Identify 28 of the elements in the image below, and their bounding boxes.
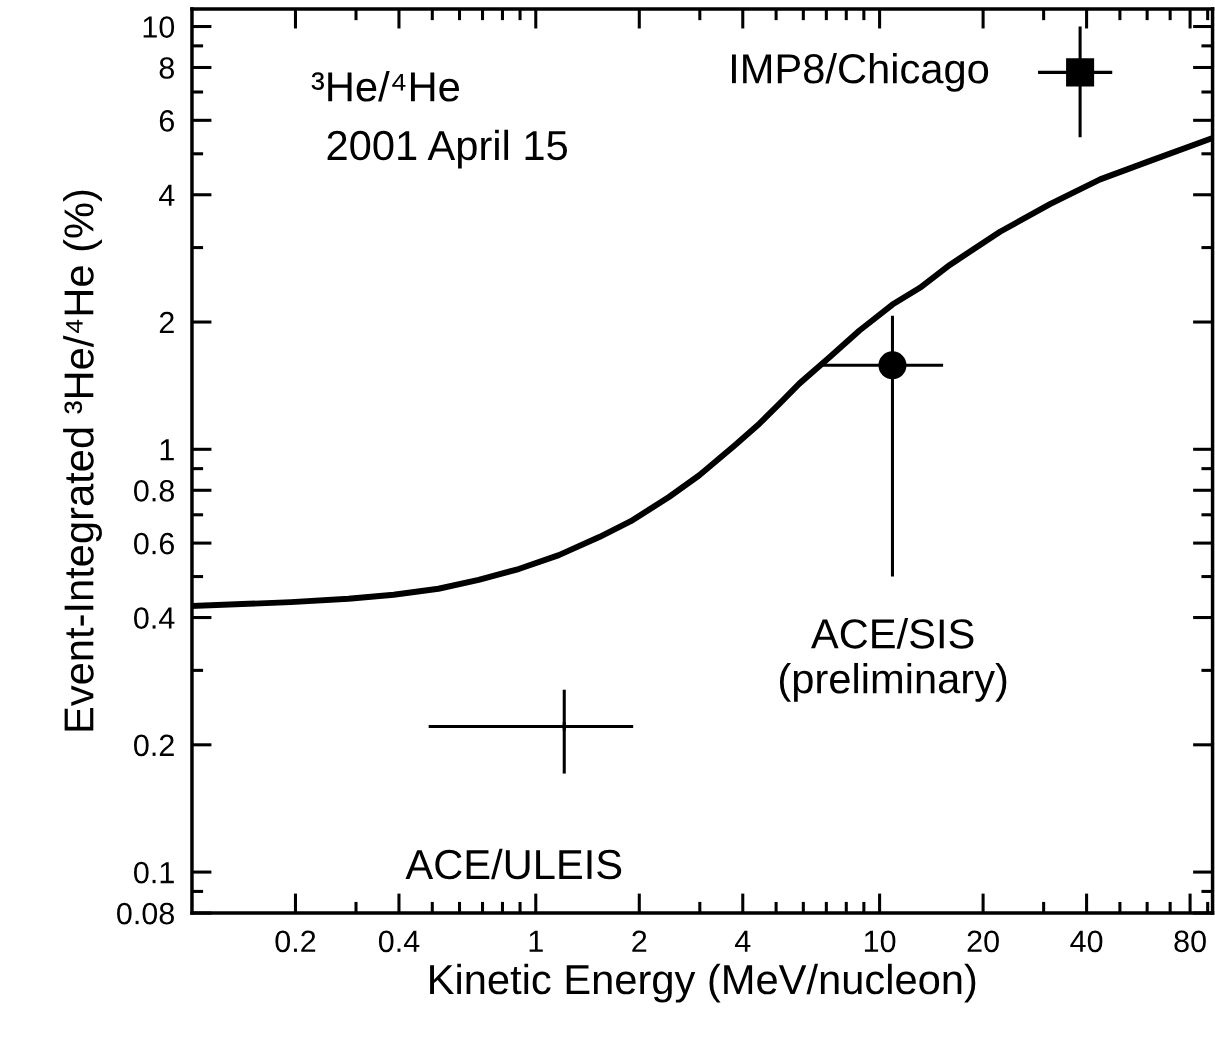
annotation: ACE/SIS (preliminary) bbox=[779, 618, 1007, 702]
y-tick-label: 8 bbox=[159, 57, 174, 79]
y-tick-label: 0.2 bbox=[134, 734, 174, 757]
annotation: ACE/ULEIS bbox=[405, 848, 622, 880]
y-tick-label: 4 bbox=[159, 184, 175, 206]
y-tick-label: 0.4 bbox=[134, 607, 175, 629]
x-axis-title: Kinetic Energy (MeV/nucleon) bbox=[430, 963, 976, 1003]
x-tick-label: 0.4 bbox=[378, 930, 420, 953]
y-tick-label: 0.1 bbox=[134, 861, 174, 884]
annotation: IMP8/Chicago bbox=[731, 52, 989, 92]
y-axis-title: Event-Integrated ³He/⁴He (%) bbox=[63, 190, 102, 731]
annotation: 2001 April 15 bbox=[327, 129, 568, 169]
y-tick-label: 6 bbox=[159, 110, 174, 132]
x-tick-label: 80 bbox=[1174, 930, 1206, 953]
y-tick-label: 1 bbox=[160, 439, 174, 461]
y-tick-label: 10 bbox=[143, 16, 175, 38]
x-tick-label: 2 bbox=[632, 930, 647, 952]
x-tick-label: 1 bbox=[529, 930, 543, 952]
x-tick-label: 10 bbox=[864, 930, 896, 953]
x-tick-label: 40 bbox=[1070, 930, 1103, 953]
y-tick-label: 2 bbox=[159, 311, 174, 334]
x-tick-label: 20 bbox=[967, 930, 999, 953]
y-tick-label: 0.6 bbox=[134, 532, 174, 555]
x-tick-label: 0.2 bbox=[275, 930, 316, 953]
x-tick-label: 4 bbox=[734, 930, 751, 952]
y-tick-label: 0.8 bbox=[134, 480, 174, 502]
annotation: ³He/⁴He bbox=[311, 70, 459, 102]
y-tick-label: 0.08 bbox=[117, 902, 174, 925]
